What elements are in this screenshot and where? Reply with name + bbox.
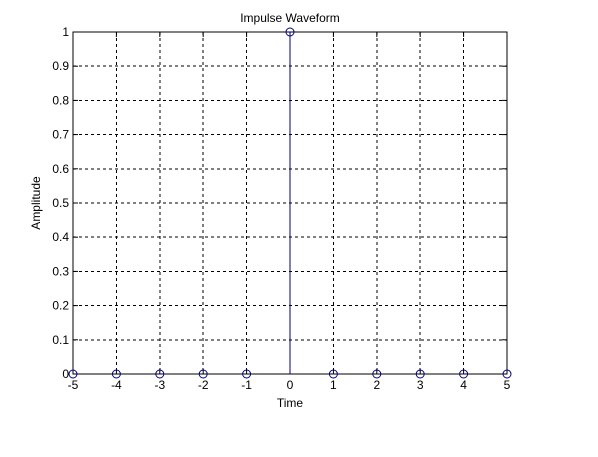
y-tick-label: 0.9 [52,59,69,73]
stem-marker [242,369,252,379]
y-tick-label: 0.5 [52,196,69,210]
x-tick-label: -3 [154,378,165,392]
y-tick-label: 0.3 [52,264,69,278]
y-tick-label: 1 [62,25,69,39]
stem-marker [111,369,121,379]
tick-marks [72,31,508,375]
y-tick-label: 0.7 [52,128,69,142]
stem-marker [155,369,165,379]
y-axis-label: Amplitude [29,176,43,230]
stem-series [68,27,512,379]
x-tick-label: 4 [460,378,467,392]
y-tick-label: 0.6 [52,162,69,176]
y-tick-label: 0 [62,367,69,381]
x-tick-label: 0 [287,378,294,392]
stem-marker [68,369,78,379]
x-axis-label: Time [277,396,304,410]
y-tick-label: 0.4 [52,230,69,244]
stem-marker [372,369,382,379]
y-tick-label: 0.1 [52,333,69,347]
stem-marker [459,369,469,379]
x-tick-label: 5 [504,378,511,392]
stem-marker [198,369,208,379]
y-tick-label: 0.2 [52,299,69,313]
stem-marker [415,369,425,379]
x-tick-label: 3 [417,378,424,392]
x-tick-label: 2 [373,378,380,392]
y-tick-labels: 0 0.1 0.2 0.3 0.4 0.5 0.6 0.7 0.8 0.9 1 [52,25,69,381]
x-tick-label: -1 [241,378,252,392]
y-tick-label: 0.8 [52,93,69,107]
stem-marker [502,369,512,379]
stem-marker [328,369,338,379]
x-tick-label: -5 [68,378,79,392]
x-tick-label: -4 [111,378,122,392]
stem-marker [285,27,295,37]
x-tick-labels: -5 -4 -3 -2 -1 0 1 2 3 4 5 [68,378,511,392]
x-tick-label: 1 [330,378,337,392]
x-tick-label: -2 [198,378,209,392]
chart-title: Impulse Waveform [240,11,340,25]
